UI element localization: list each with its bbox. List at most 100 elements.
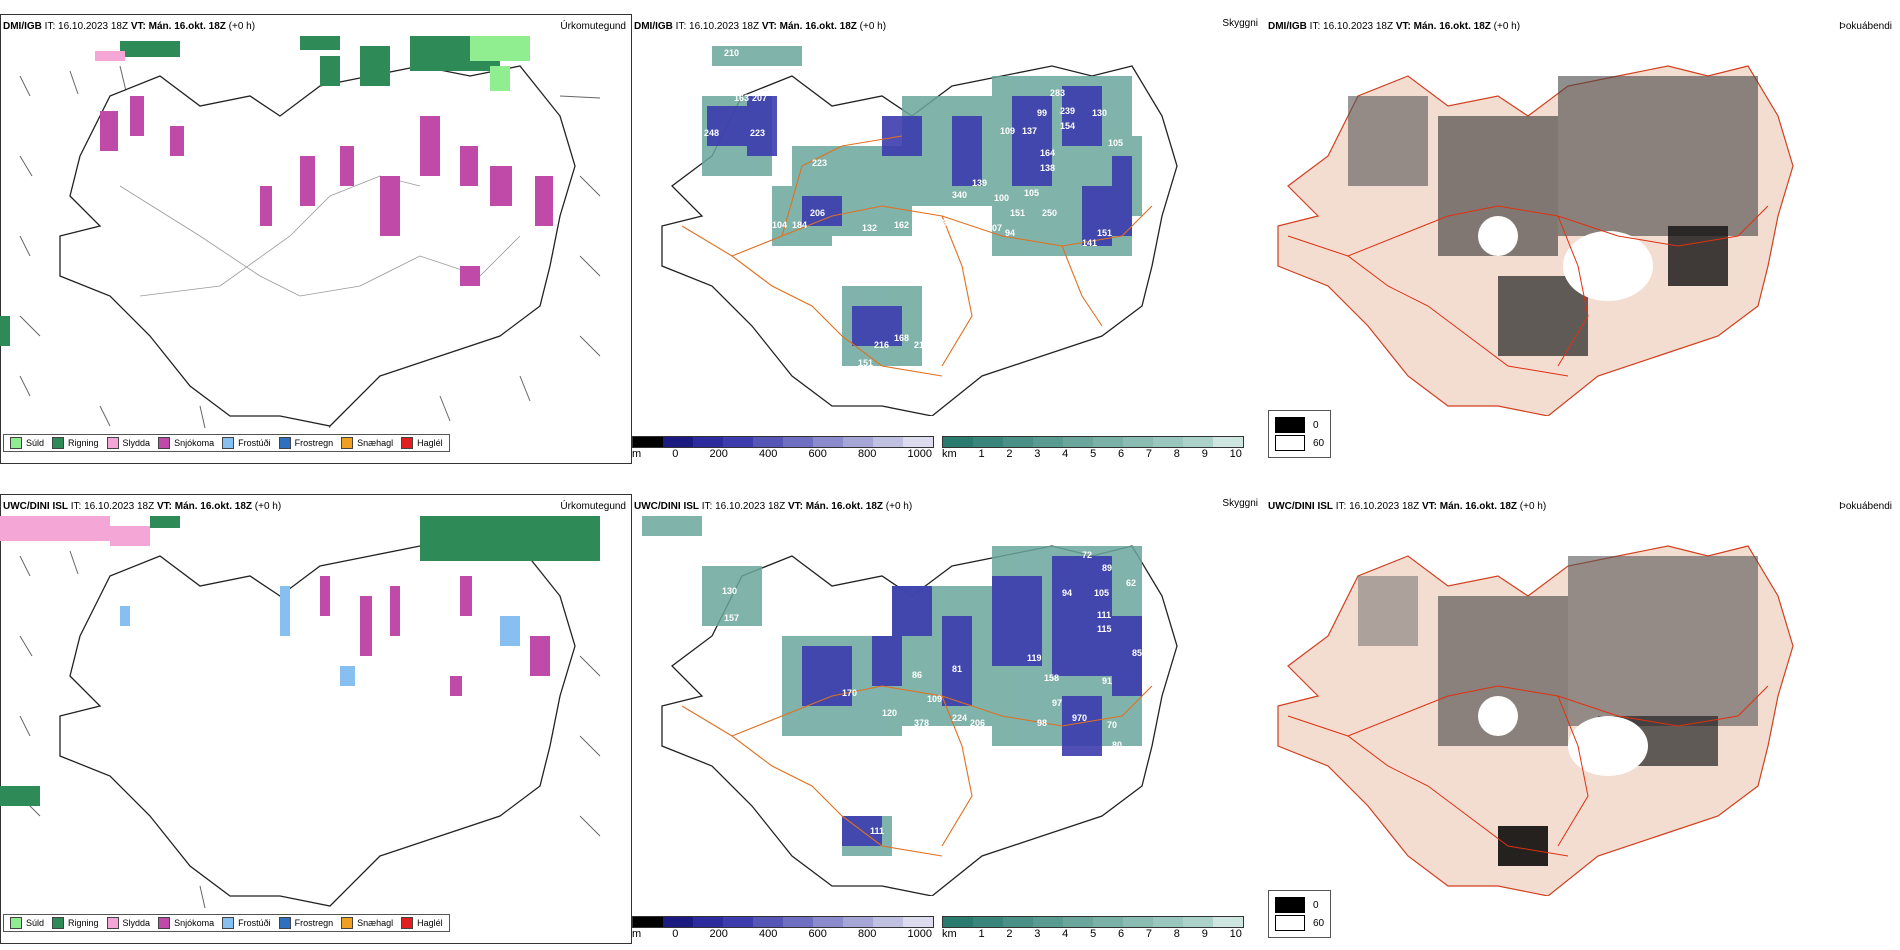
vt-value: Mán. 16.okt. 18Z (779, 21, 857, 32)
legend-label: Súld (26, 438, 45, 448)
ceiling-label: 119 (1027, 653, 1042, 663)
ceiling-label: 970 (1072, 713, 1087, 723)
lead-time: (+0 h) (885, 501, 913, 512)
fog-label: 60 (1313, 917, 1325, 929)
ceiling-label: 70 (1107, 720, 1117, 730)
legend-label: Súld (26, 918, 45, 928)
swatch-hail (401, 917, 414, 929)
ceiling-label: 250 (1042, 208, 1057, 218)
ceiling-label: 94 (1005, 228, 1015, 238)
freezing-drizzle-areas (120, 586, 520, 686)
it-value: 16.10.2023 18Z (1323, 21, 1394, 32)
ceiling-label: 139 (972, 178, 987, 188)
scale-tick: 5 (1090, 928, 1097, 940)
fog-swatch-60 (1275, 915, 1305, 931)
scale-tick: 9 (1201, 448, 1208, 460)
scale-tick: 600 (808, 448, 827, 460)
vt-label: VT: (761, 21, 777, 32)
swatch-sleet (106, 437, 119, 449)
scale-unit: m (632, 928, 642, 940)
rain-areas (0, 516, 600, 806)
scale-tick: 7 (1145, 928, 1153, 940)
fog-legend: 0 60 (1268, 410, 1332, 458)
ceiling-label: 138 (1040, 163, 1055, 173)
ceiling-label: 206 (810, 208, 825, 218)
scale-tick: 200 (709, 448, 728, 460)
road-network (681, 135, 1153, 377)
ceiling-label: 111 (1047, 748, 1061, 758)
road-network (681, 685, 1153, 857)
scale-tick: 8 (1173, 928, 1180, 940)
fog-panel-top: DMI/IGB IT: 16.10.2023 18Z VT: Mán. 16.o… (1268, 14, 1900, 464)
scale-tick: 9 (1201, 928, 1208, 940)
scale-unit: km (942, 928, 957, 940)
it-label: IT: (1309, 21, 1321, 32)
scale-tick: 1 (978, 928, 985, 940)
scale-tick: 400 (759, 928, 778, 940)
ceiling-label: 104 (772, 220, 787, 230)
swatch-snow (158, 917, 171, 929)
ceiling-label: 105 (1094, 588, 1109, 598)
fog-panel-bottom: UWC/DINI ISL IT: 16.10.2023 18Z VT: Mán.… (1268, 494, 1900, 944)
ceiling-label: 216 (874, 340, 889, 350)
road-network (1287, 685, 1769, 857)
vt-label: VT: (156, 501, 172, 512)
ceiling-label: 218 (914, 340, 929, 350)
scale-tick: 800 (858, 928, 877, 940)
ceiling-label: 224 (952, 713, 967, 723)
ceiling-label: 97 (1052, 698, 1062, 708)
ceiling-label: 111 (870, 826, 884, 836)
ceiling-label: 151 (1010, 208, 1025, 218)
precip-type-panel-bottom: UWC/DINI ISL IT: 16.10.2023 18Z VT: Mán.… (0, 494, 632, 944)
precip-type-panel-top: DMI/IGB IT: 16.10.2023 18Z VT: Mán. 16.o… (0, 14, 632, 464)
ceiling-label: 94 (1062, 588, 1072, 598)
swatch-drizzle (10, 917, 22, 929)
ceiling-color-scale: m 0 200 400 600 800 1000 km 1 2 3 4 5 6 … (632, 916, 1244, 944)
ceiling-label: 340 (952, 190, 967, 200)
iceland-outline (59, 65, 576, 427)
swatch-freezing-rain (278, 437, 291, 449)
ceiling-label: 155 (827, 136, 842, 146)
ceiling-label: 72 (1082, 550, 1092, 560)
road-network (1287, 205, 1769, 377)
header-top-center: DMI/IGB IT: 16.10.2023 18Z VT: Mán. 16.o… (634, 21, 886, 32)
fog-title: Þokuábendi (1839, 501, 1892, 512)
legend-label: Frostúði (238, 438, 271, 448)
scale-unit: m (632, 448, 642, 460)
wind-barbs (19, 65, 601, 429)
ceiling-label: 223 (750, 128, 765, 138)
fog-label: 0 (1313, 899, 1319, 911)
ceiling-label: 109 (1000, 126, 1015, 136)
ceiling-label: 105 (1024, 188, 1039, 198)
scale-tick: 0 (672, 928, 679, 940)
ceiling-areas (802, 556, 1142, 846)
vt-value: Mán. 16.okt. 18Z (1413, 21, 1491, 32)
ceiling-label: 115 (1097, 624, 1112, 634)
swatch-rain (52, 437, 65, 449)
it-value: 16.10.2023 18Z (84, 501, 155, 512)
header-bottom-right: UWC/DINI ISL IT: 16.10.2023 18Z VT: Mán.… (1268, 501, 1546, 512)
ceiling-label: 210 (724, 48, 739, 58)
scale-tick: 6 (1117, 448, 1125, 460)
lead-time: (+0 h) (254, 501, 282, 512)
legend-label: Haglél (417, 438, 443, 448)
swatch-freezing-drizzle (222, 917, 235, 929)
vt-label: VT: (1395, 21, 1411, 32)
it-value: 16.10.2023 18Z (715, 501, 786, 512)
ceiling-label: 170 (842, 688, 857, 698)
fog-map-bottom (1277, 545, 1794, 896)
ceiling-label: 137 (1022, 126, 1037, 136)
fog-label: 60 (1313, 437, 1325, 449)
model-name: UWC/DINI ISL (3, 501, 68, 512)
it-label: IT: (1335, 501, 1347, 512)
legend-label: Snæhagl (357, 438, 394, 448)
ceiling-label: 207 (752, 93, 767, 103)
ceiling-label: 109 (927, 694, 942, 704)
ceiling-label: 283 (1050, 88, 1065, 98)
rain-areas (0, 36, 500, 346)
ceiling-label: 86 (912, 670, 922, 680)
ceiling-label: 239 (1060, 106, 1075, 116)
scale-tick: 8 (1173, 448, 1180, 460)
ceiling-panel-bottom: UWC/DINI ISL IT: 16.10.2023 18Z VT: Mán.… (632, 494, 1268, 944)
header-top-left: DMI/IGB IT: 16.10.2023 18Z VT: Mán. 16.o… (3, 21, 255, 32)
